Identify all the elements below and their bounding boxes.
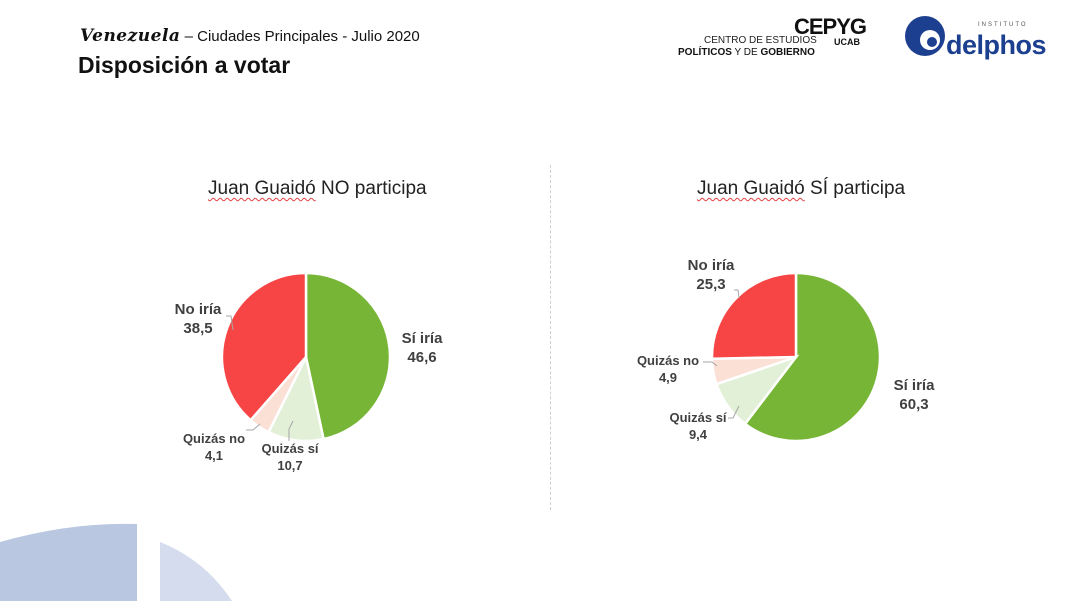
pie-2-slice-si-iria — [743, 271, 882, 443]
page-title: Disposición a votar — [78, 52, 291, 78]
decorative-circles — [0, 523, 232, 601]
deco-shape-left — [0, 523, 137, 601]
pie-2-value-no-iria: 25,3 — [696, 276, 725, 293]
pie-2-label-no-iria: No iría — [688, 257, 735, 274]
delphos-word: delphos — [946, 30, 1047, 60]
deco-shape-right — [160, 542, 232, 601]
pie-2-value-quizas-no: 4,9 — [659, 370, 677, 385]
pie-2-label-si-iria: Sí iría — [894, 377, 936, 394]
pie-1-leader-quizas-si — [288, 420, 294, 441]
pie-2-leader-no-iria — [734, 289, 740, 299]
pie-1-value-si-iria: 46,6 — [407, 349, 436, 366]
pie-1-slice-no-iria — [220, 271, 308, 422]
pie-1-label-quizas-no: Quizás no — [183, 431, 245, 446]
pie-2-slice-no-iria — [710, 271, 798, 360]
chart-divider — [550, 165, 551, 510]
cepyg-logo: CEPYG CENTRO DE ESTUDIOS UCAB POLÍTICOS … — [676, 14, 867, 64]
pie-1-leader-quizas-no — [246, 423, 261, 431]
delphos-small-text: INSTITUTO — [978, 22, 1028, 28]
header-line: Venezuela – Ciudades Principales - Julio… — [80, 26, 420, 46]
country-name: Venezuela — [80, 26, 181, 46]
pie-2-label-quizas-no: Quizás no — [637, 353, 699, 368]
pie-1-value-quizas-no: 4,1 — [205, 448, 223, 463]
pie-1-label-no-iria: No iría — [175, 301, 222, 318]
cepyg-line2: POLÍTICOS Y DE GOBIERNO — [678, 47, 815, 58]
pie-2-value-si-iria: 60,3 — [899, 396, 928, 413]
chart-title-right: Juan Guaidó SÍ participa — [697, 178, 905, 200]
pie-2-leader-quizas-si — [728, 405, 740, 419]
cepyg-line2-c: GOBIERNO — [760, 47, 815, 58]
chart-title-right-rest: SÍ participa — [804, 178, 906, 199]
chart-title-left: Juan Guaidó NO participa — [208, 178, 427, 200]
pie-2-leader-quizas-no — [703, 361, 718, 367]
cepyg-ucab: UCAB — [834, 37, 860, 47]
chart-title-left-name: Juan Guaidó — [208, 178, 316, 199]
cepyg-line2-a: POLÍTICOS — [678, 47, 732, 58]
pie-2-label-quizas-si: Quizás sí — [669, 410, 726, 425]
pie-1-leader-no-iria — [226, 315, 234, 331]
cepyg-line2-b: Y DE — [731, 47, 761, 58]
cepyg-line1: CENTRO DE ESTUDIOS — [704, 35, 817, 46]
cepyg-word: CEPYG — [793, 14, 867, 39]
pie-1-value-no-iria: 38,5 — [183, 320, 212, 337]
pie-1-slice-si-iria — [304, 271, 392, 441]
pie-1-label-si-iria: Sí iría — [402, 330, 444, 347]
chart-title-right-name: Juan Guaidó — [697, 178, 805, 199]
header-subtitle: – Ciudades Principales - Julio 2020 — [184, 28, 420, 45]
pie-2-value-quizas-si: 9,4 — [689, 427, 708, 442]
delphos-emblem-icon — [905, 16, 945, 56]
delphos-logo: INSTITUTO delphos — [902, 12, 1047, 64]
pie-1-value-quizas-si: 10,7 — [277, 458, 302, 473]
pie-1-label-quizas-si: Quizás sí — [261, 441, 318, 456]
chart-title-left-rest: NO participa — [315, 178, 427, 199]
